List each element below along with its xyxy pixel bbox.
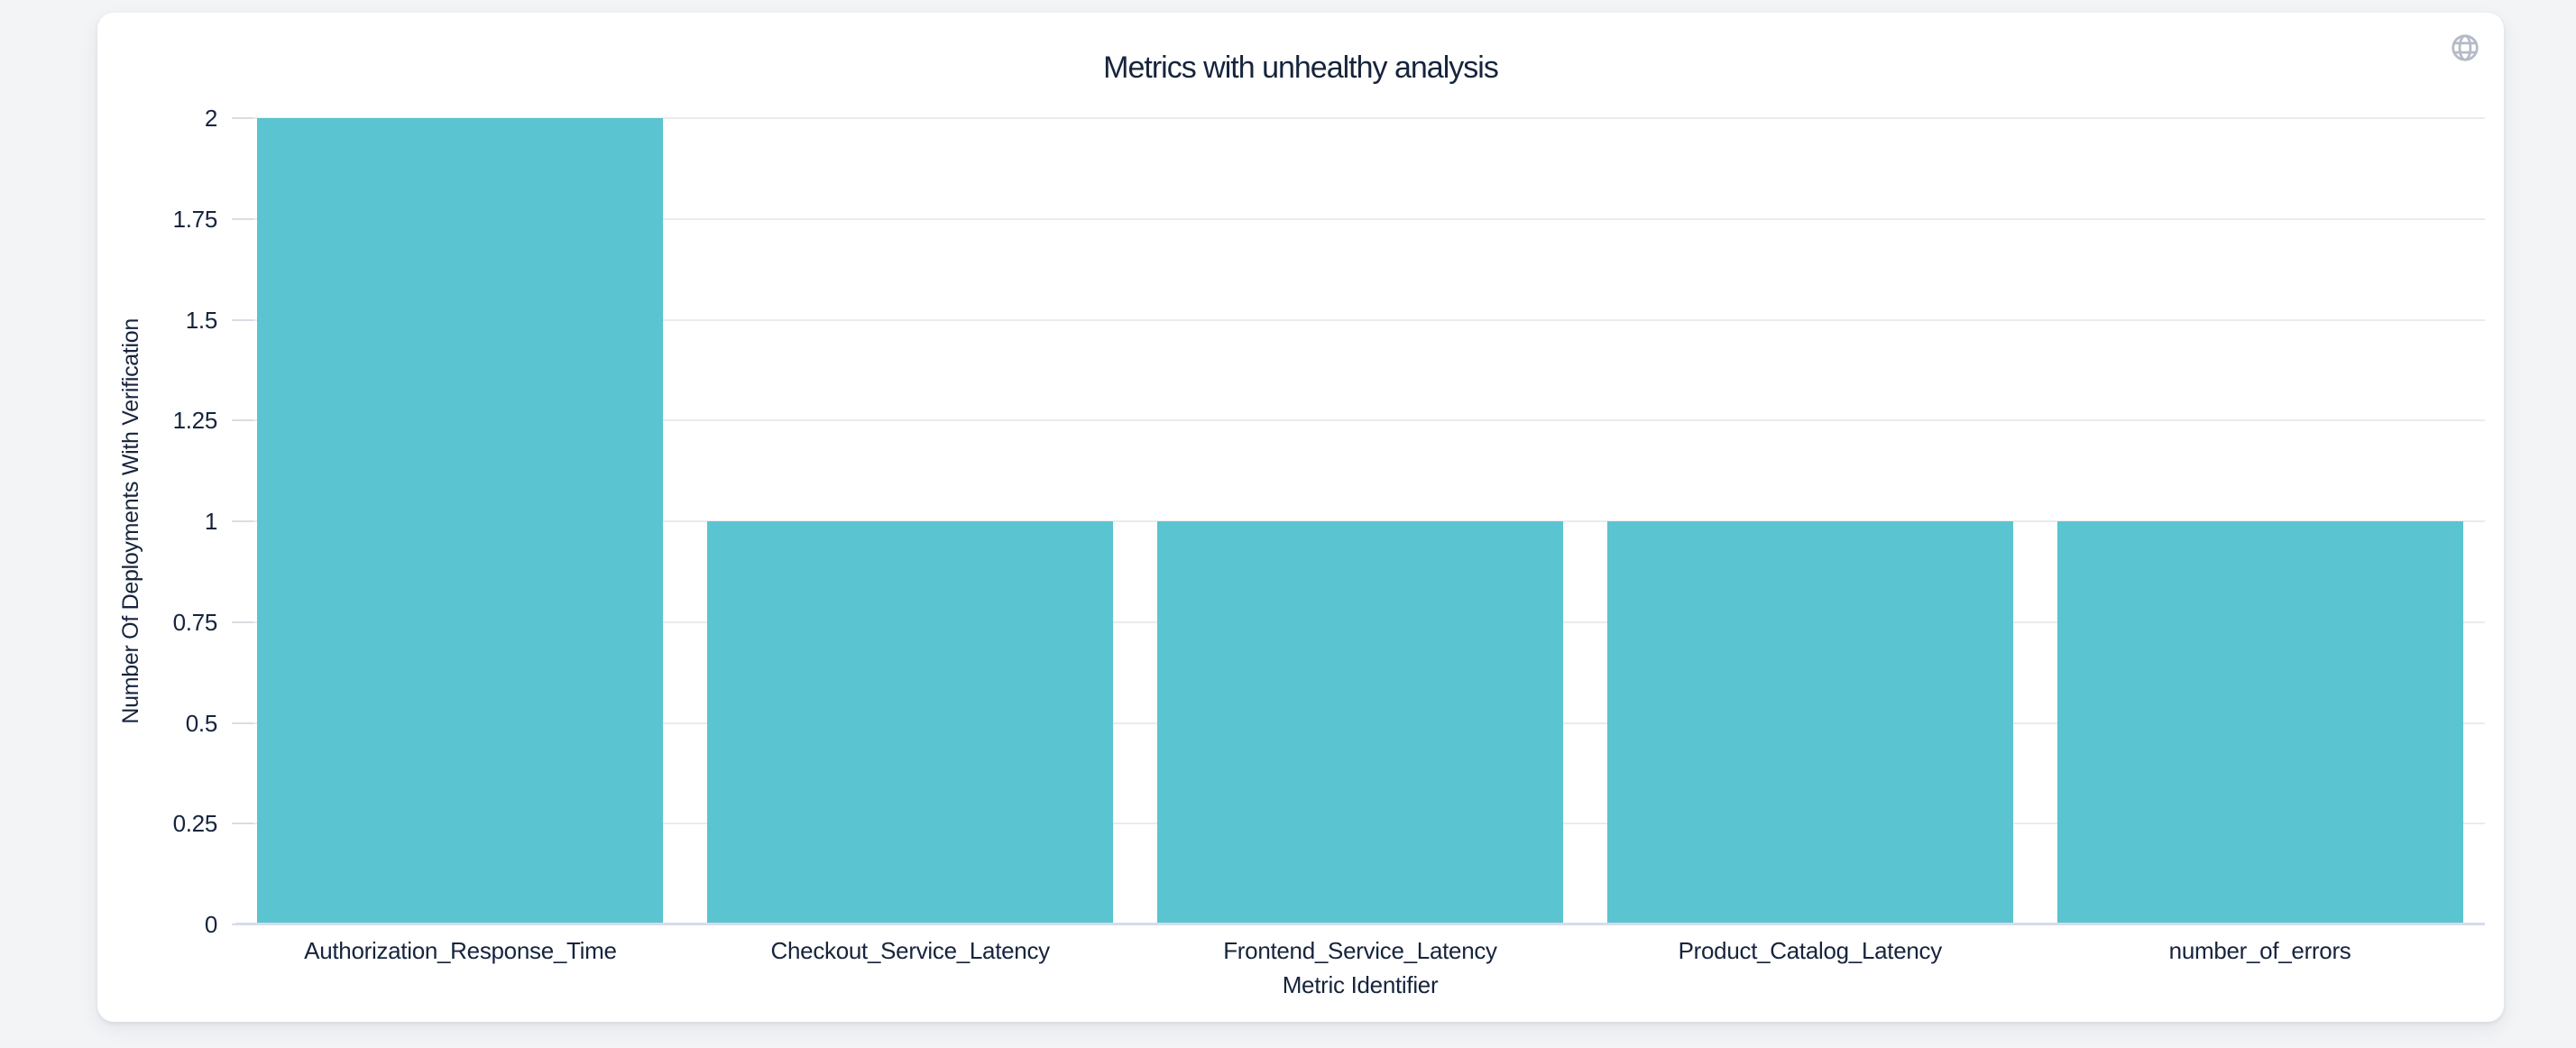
y-axis-tick-1.25	[232, 419, 253, 422]
y-axis-tick-1	[232, 520, 253, 522]
y-axis-tick-0.25	[232, 823, 253, 825]
chart-title: Metrics with unhealthy analysis	[1103, 51, 1499, 85]
globe-icon-glyph	[2452, 34, 2479, 61]
band-Product_Catalog_Latency	[1585, 118, 2035, 924]
y-axis-tick-label-0.5: 0.5	[185, 709, 218, 737]
band-Authorization_Response_Time	[235, 118, 685, 924]
bar-Checkout_Service_Latency[interactable]	[707, 521, 1114, 924]
bar-Authorization_Response_Time[interactable]	[257, 118, 664, 924]
gridline-1.75	[235, 217, 2485, 220]
plot-area: 0 0.25 0.5 0.75 1 1.25 1.5 1.75 2 Authorization_…	[173, 106, 2485, 998]
x-axis-label-Product_Catalog_Latency: Product_Catalog_Latency	[1678, 937, 1943, 964]
x-axis-label-Authorization_Response_Time: Authorization_Response_Time	[304, 937, 617, 964]
chart-card: Metrics with unhealthy analysis Number O…	[97, 13, 2504, 1022]
band-Frontend_Service_Latency	[1136, 118, 1586, 924]
y-axis-tick-label-1.5: 1.5	[185, 306, 218, 334]
gridline-1.5	[235, 318, 2485, 321]
band-number_of_errors	[2035, 118, 2485, 924]
gridline-1.25	[235, 419, 2485, 422]
y-axis-tick-2	[232, 117, 253, 119]
bar-Frontend_Service_Latency[interactable]	[1156, 521, 1563, 924]
band-Checkout_Service_Latency	[685, 118, 1136, 924]
x-axis-label-Frontend_Service_Latency: Frontend_Service_Latency	[1223, 937, 1497, 964]
y-axis-tick-label-2: 2	[204, 105, 217, 132]
x-axis-line	[235, 923, 2485, 925]
y-axis-tick-label-0.75: 0.75	[172, 608, 218, 636]
y-axis-tick-1.75	[232, 217, 253, 220]
y-axis-tick-0.5	[232, 722, 253, 724]
y-axis-tick-label-1.75: 1.75	[172, 205, 218, 233]
x-axis-labels-row: Authorization_Response_Time Checkout_Serv…	[235, 937, 2485, 965]
y-axis-tick-0.75	[232, 621, 253, 623]
gridline-2	[235, 117, 2485, 119]
bars-container	[235, 118, 2485, 924]
y-axis-tick-label-1.25: 1.25	[172, 407, 218, 435]
bar-Product_Catalog_Latency[interactable]	[1606, 521, 2013, 924]
bar-number_of_errors[interactable]	[2056, 521, 2463, 924]
globe-icon[interactable]	[2450, 32, 2480, 63]
x-axis-label-Checkout_Service_Latency: Checkout_Service_Latency	[770, 937, 1051, 964]
y-axis-tick-label-0.25: 0.25	[172, 810, 218, 838]
y-axis-tick-label-0: 0	[204, 911, 217, 938]
y-axis-tick-1.5	[232, 318, 253, 321]
x-axis-label-number_of_errors: number_of_errors	[2168, 937, 2351, 964]
x-axis-title: Metric Identifier	[1282, 971, 1439, 998]
y-axis-tick-label-1: 1	[204, 508, 217, 535]
